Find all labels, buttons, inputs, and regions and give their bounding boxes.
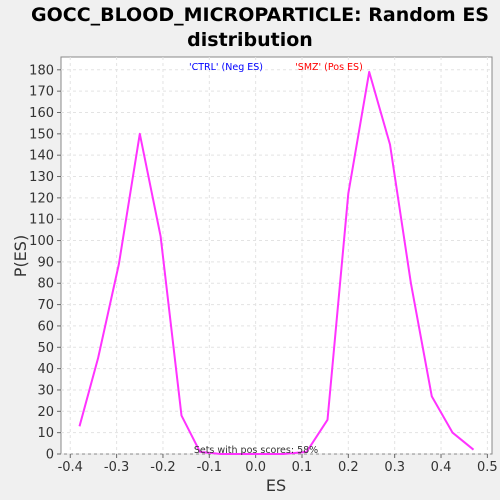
axes: -0.4 -0.3 -0.2 -0.1 0.0 0.1 0.2 0.3 0.4 0.5 0 10 20 3…: [29, 63, 498, 475]
y-tick-label: 10: [37, 426, 54, 441]
x-tick-label: 0.5: [477, 460, 498, 475]
y-tick-label: 150: [29, 127, 54, 142]
y-tick-label: 30: [37, 383, 54, 398]
x-tick-label: 0.1: [292, 460, 313, 475]
chart-title-line-1: GOCC_BLOOD_MICROPARTICLE: Random ES: [31, 4, 489, 26]
y-tick-label: 100: [29, 234, 54, 249]
x-tick-label: 0.2: [338, 460, 359, 475]
y-tick-label: 60: [37, 319, 54, 334]
x-tick-label: 0.4: [431, 460, 452, 475]
x-tick-label: 0.3: [384, 460, 405, 475]
y-tick-label: 130: [29, 170, 54, 185]
x-tick-label: -0.2: [150, 460, 175, 475]
legend-entry-pos: 'SMZ' (Pos ES): [295, 62, 363, 73]
x-tick-label: -0.3: [104, 460, 129, 475]
es-distribution-line: [78, 70, 475, 455]
y-tick-label: 120: [29, 191, 54, 206]
y-tick-label: 110: [29, 213, 54, 228]
y-tick-label: 50: [37, 341, 54, 356]
y-tick-label: 40: [37, 362, 54, 377]
chart-title-line-2: distribution: [187, 29, 313, 51]
y-axis-label: P(ES): [11, 235, 30, 277]
y-tick-label: 20: [37, 405, 54, 420]
pos-scores-annotation: Sets with pos scores: 58%: [194, 445, 318, 456]
grid: [61, 57, 492, 455]
y-tick-label: 180: [29, 63, 54, 78]
series-layer: [78, 70, 475, 455]
y-tick-label: 160: [29, 106, 54, 121]
legend-entry-neg: 'CTRL' (Neg ES): [189, 62, 263, 73]
x-tick-label: -0.4: [58, 460, 83, 475]
y-tick-label: 90: [37, 255, 54, 270]
x-tick-label: -0.1: [197, 460, 222, 475]
x-axis-label: ES: [266, 476, 286, 495]
plot-area: [60, 56, 493, 455]
y-tick-label: 0: [46, 448, 54, 463]
y-tick-label: 70: [37, 298, 54, 313]
x-tick-label: 0.0: [245, 460, 266, 475]
y-tick-label: 140: [29, 149, 54, 164]
y-tick-label: 170: [29, 85, 54, 100]
y-tick-label: 80: [37, 277, 54, 292]
